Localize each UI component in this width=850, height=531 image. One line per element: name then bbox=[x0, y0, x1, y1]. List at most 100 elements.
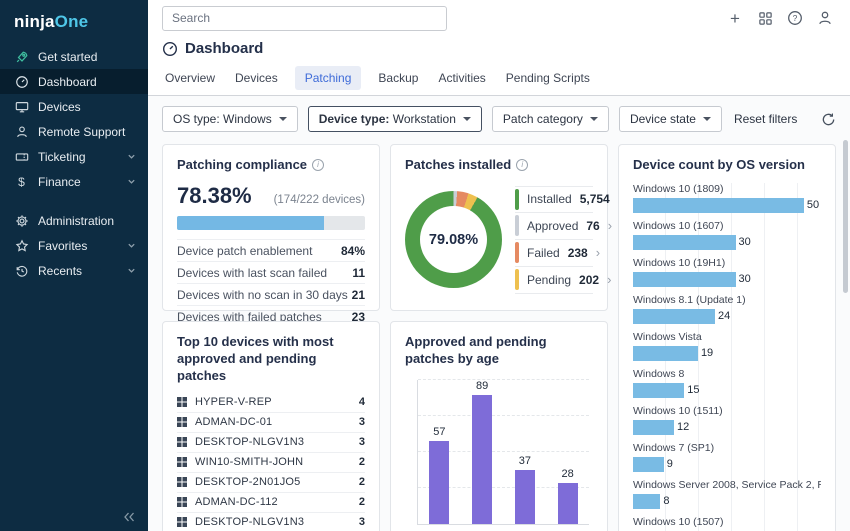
os-bar[interactable] bbox=[633, 456, 664, 472]
dashboard-gauge-icon bbox=[162, 41, 178, 57]
caret-down-icon bbox=[702, 117, 711, 121]
patches-legend: Installed 5,754 › Approved 76 › bbox=[515, 185, 622, 294]
compliance-stat-row[interactable]: Device patch enablement 84% bbox=[177, 238, 365, 261]
x-tick-label: 30-60 bbox=[460, 530, 503, 531]
os-bar[interactable] bbox=[633, 345, 698, 361]
windows-icon bbox=[177, 497, 187, 508]
filter-patch-category[interactable]: Patch category bbox=[491, 106, 609, 132]
reset-filters-button[interactable]: Reset filters bbox=[733, 112, 798, 126]
filter-bar: OS type: Windows Device type: Workstatio… bbox=[162, 106, 836, 132]
compliance-stat-row[interactable]: Devices with no scan in 30 days 21 bbox=[177, 282, 365, 305]
user-account-icon[interactable] bbox=[816, 9, 834, 27]
sidebar-item-label: Get started bbox=[38, 49, 98, 64]
sidebar-item-recents[interactable]: Recents bbox=[0, 258, 148, 283]
os-version-row: Windows 10 (19H1) 30 bbox=[633, 256, 751, 287]
apps-grid-icon[interactable] bbox=[756, 9, 774, 27]
device-row[interactable]: DESKTOP-NLGV1N3 3 bbox=[177, 513, 365, 531]
gauge-icon bbox=[14, 74, 29, 89]
chevron-down-icon bbox=[127, 266, 136, 275]
os-bar[interactable] bbox=[633, 271, 736, 287]
patches-by-age-card: Approved and pending patches by age 57 bbox=[390, 321, 608, 531]
chevron-down-icon bbox=[127, 152, 136, 161]
age-bar[interactable] bbox=[514, 469, 535, 524]
sidebar-item-finance[interactable]: $ Finance bbox=[0, 169, 148, 194]
info-icon[interactable]: i bbox=[312, 159, 325, 172]
os-bar[interactable] bbox=[633, 308, 716, 324]
sidebar-collapse-button[interactable] bbox=[122, 511, 136, 523]
os-bar[interactable] bbox=[633, 419, 675, 435]
card-title: Top 10 devices with most approved and pe… bbox=[177, 334, 334, 383]
add-button[interactable]: + bbox=[730, 8, 740, 28]
os-bar[interactable] bbox=[633, 234, 736, 250]
legend-row-failed[interactable]: Failed 238 › bbox=[515, 240, 600, 267]
filter-device-state[interactable]: Device state bbox=[618, 106, 722, 132]
legend-row-installed[interactable]: Installed 5,754 › bbox=[515, 185, 622, 213]
monitor-icon bbox=[14, 99, 29, 114]
device-row[interactable]: DESKTOP-2N01JO5 2 bbox=[177, 473, 365, 493]
os-version-chart: Windows 10 (1809) 50 Windows 10 (1607) 3… bbox=[633, 182, 821, 531]
sidebar-item-dashboard[interactable]: Dashboard bbox=[0, 69, 148, 94]
compliance-ratio: (174/222 devices) bbox=[273, 193, 365, 206]
os-version-row: Windows 10 (1809) 50 bbox=[633, 182, 820, 213]
os-version-row: Windows Vista 19 bbox=[633, 330, 714, 361]
sidebar-item-ticketing[interactable]: Ticketing bbox=[0, 144, 148, 169]
device-row[interactable]: HYPER-V-REP 4 bbox=[177, 393, 365, 413]
caret-down-icon bbox=[278, 117, 287, 121]
os-bar[interactable] bbox=[633, 197, 804, 213]
tab-overview[interactable]: Overview bbox=[165, 71, 216, 85]
age-bar[interactable] bbox=[557, 482, 578, 524]
card-title: Patching compliance i bbox=[177, 157, 365, 174]
sidebar-item-label: Recents bbox=[38, 263, 83, 278]
device-row[interactable]: ADMAN-DC-01 3 bbox=[177, 413, 365, 433]
logo-text-one: One bbox=[54, 12, 89, 31]
search-input[interactable] bbox=[162, 5, 447, 31]
os-bar[interactable] bbox=[633, 493, 661, 509]
age-bar[interactable] bbox=[472, 394, 493, 524]
tab-patching[interactable]: Patching bbox=[294, 66, 362, 90]
filter-os-type[interactable]: OS type: Windows bbox=[162, 106, 298, 132]
tab-devices[interactable]: Devices bbox=[235, 71, 278, 85]
tab-pending-scripts[interactable]: Pending Scripts bbox=[505, 71, 590, 85]
sidebar-item-favorites[interactable]: Favorites bbox=[0, 233, 148, 258]
os-version-row: Windows Server 2008, Service Pack 2, Rol… bbox=[633, 478, 821, 509]
os-bar[interactable] bbox=[633, 382, 685, 398]
age-bar[interactable] bbox=[429, 440, 450, 524]
x-tick-label: 60-90 bbox=[503, 530, 546, 531]
info-icon[interactable]: i bbox=[516, 159, 529, 172]
dashboard-tabs: Overview Devices Patching Backup Activit… bbox=[162, 66, 836, 95]
x-tick-label: 0-30 bbox=[417, 530, 460, 531]
sidebar-item-administration[interactable]: Administration bbox=[0, 208, 148, 233]
donut-center-label: 79.08% bbox=[420, 206, 487, 274]
device-row[interactable]: ADMAN-DC-112 2 bbox=[177, 493, 365, 513]
legend-row-pending[interactable]: Pending 202 › bbox=[515, 267, 611, 294]
windows-icon bbox=[177, 397, 187, 408]
windows-icon bbox=[177, 417, 187, 428]
device-row[interactable]: DESKTOP-NLGV1N3 3 bbox=[177, 433, 365, 453]
help-icon[interactable]: ? bbox=[786, 9, 804, 27]
history-icon bbox=[14, 263, 29, 278]
page-scrollbar-thumb[interactable] bbox=[843, 140, 848, 293]
chevron-down-icon bbox=[127, 177, 136, 186]
legend-color-bar bbox=[515, 269, 519, 291]
tab-backup[interactable]: Backup bbox=[378, 71, 419, 85]
tab-activities[interactable]: Activities bbox=[438, 71, 486, 85]
sidebar-item-get-started[interactable]: Get started bbox=[0, 44, 148, 69]
os-version-row: Windows 8 15 bbox=[633, 367, 700, 398]
refresh-icon[interactable] bbox=[821, 112, 836, 127]
compliance-stat-row[interactable]: Devices with failed patches 23 bbox=[177, 304, 365, 327]
legend-row-approved[interactable]: Approved 76 › bbox=[515, 213, 612, 240]
card-title: Device count by OS version bbox=[633, 157, 805, 172]
cards-grid: Patching compliance i 78.38% (174/222 de… bbox=[162, 144, 836, 531]
sidebar-item-devices[interactable]: Devices bbox=[0, 94, 148, 119]
card-title: Approved and pending patches by age bbox=[405, 334, 547, 366]
patches-donut[interactable]: 79.08% bbox=[405, 191, 502, 289]
sidebar-item-remote-support[interactable]: Remote Support bbox=[0, 119, 148, 144]
caret-down-icon bbox=[589, 117, 598, 121]
filter-device-type[interactable]: Device type: Workstation bbox=[307, 106, 482, 132]
os-version-row: Windows 10 (1511) 12 bbox=[633, 404, 723, 435]
compliance-stat-row[interactable]: Devices with last scan failed 11 bbox=[177, 260, 365, 283]
content-area: OS type: Windows Device type: Workstatio… bbox=[148, 96, 850, 531]
topbar-icons: + ? bbox=[726, 9, 834, 27]
ninjaone-logo[interactable]: ninjaOne bbox=[0, 0, 148, 44]
device-row[interactable]: WIN10-SMITH-JOHN 2 bbox=[177, 453, 365, 473]
